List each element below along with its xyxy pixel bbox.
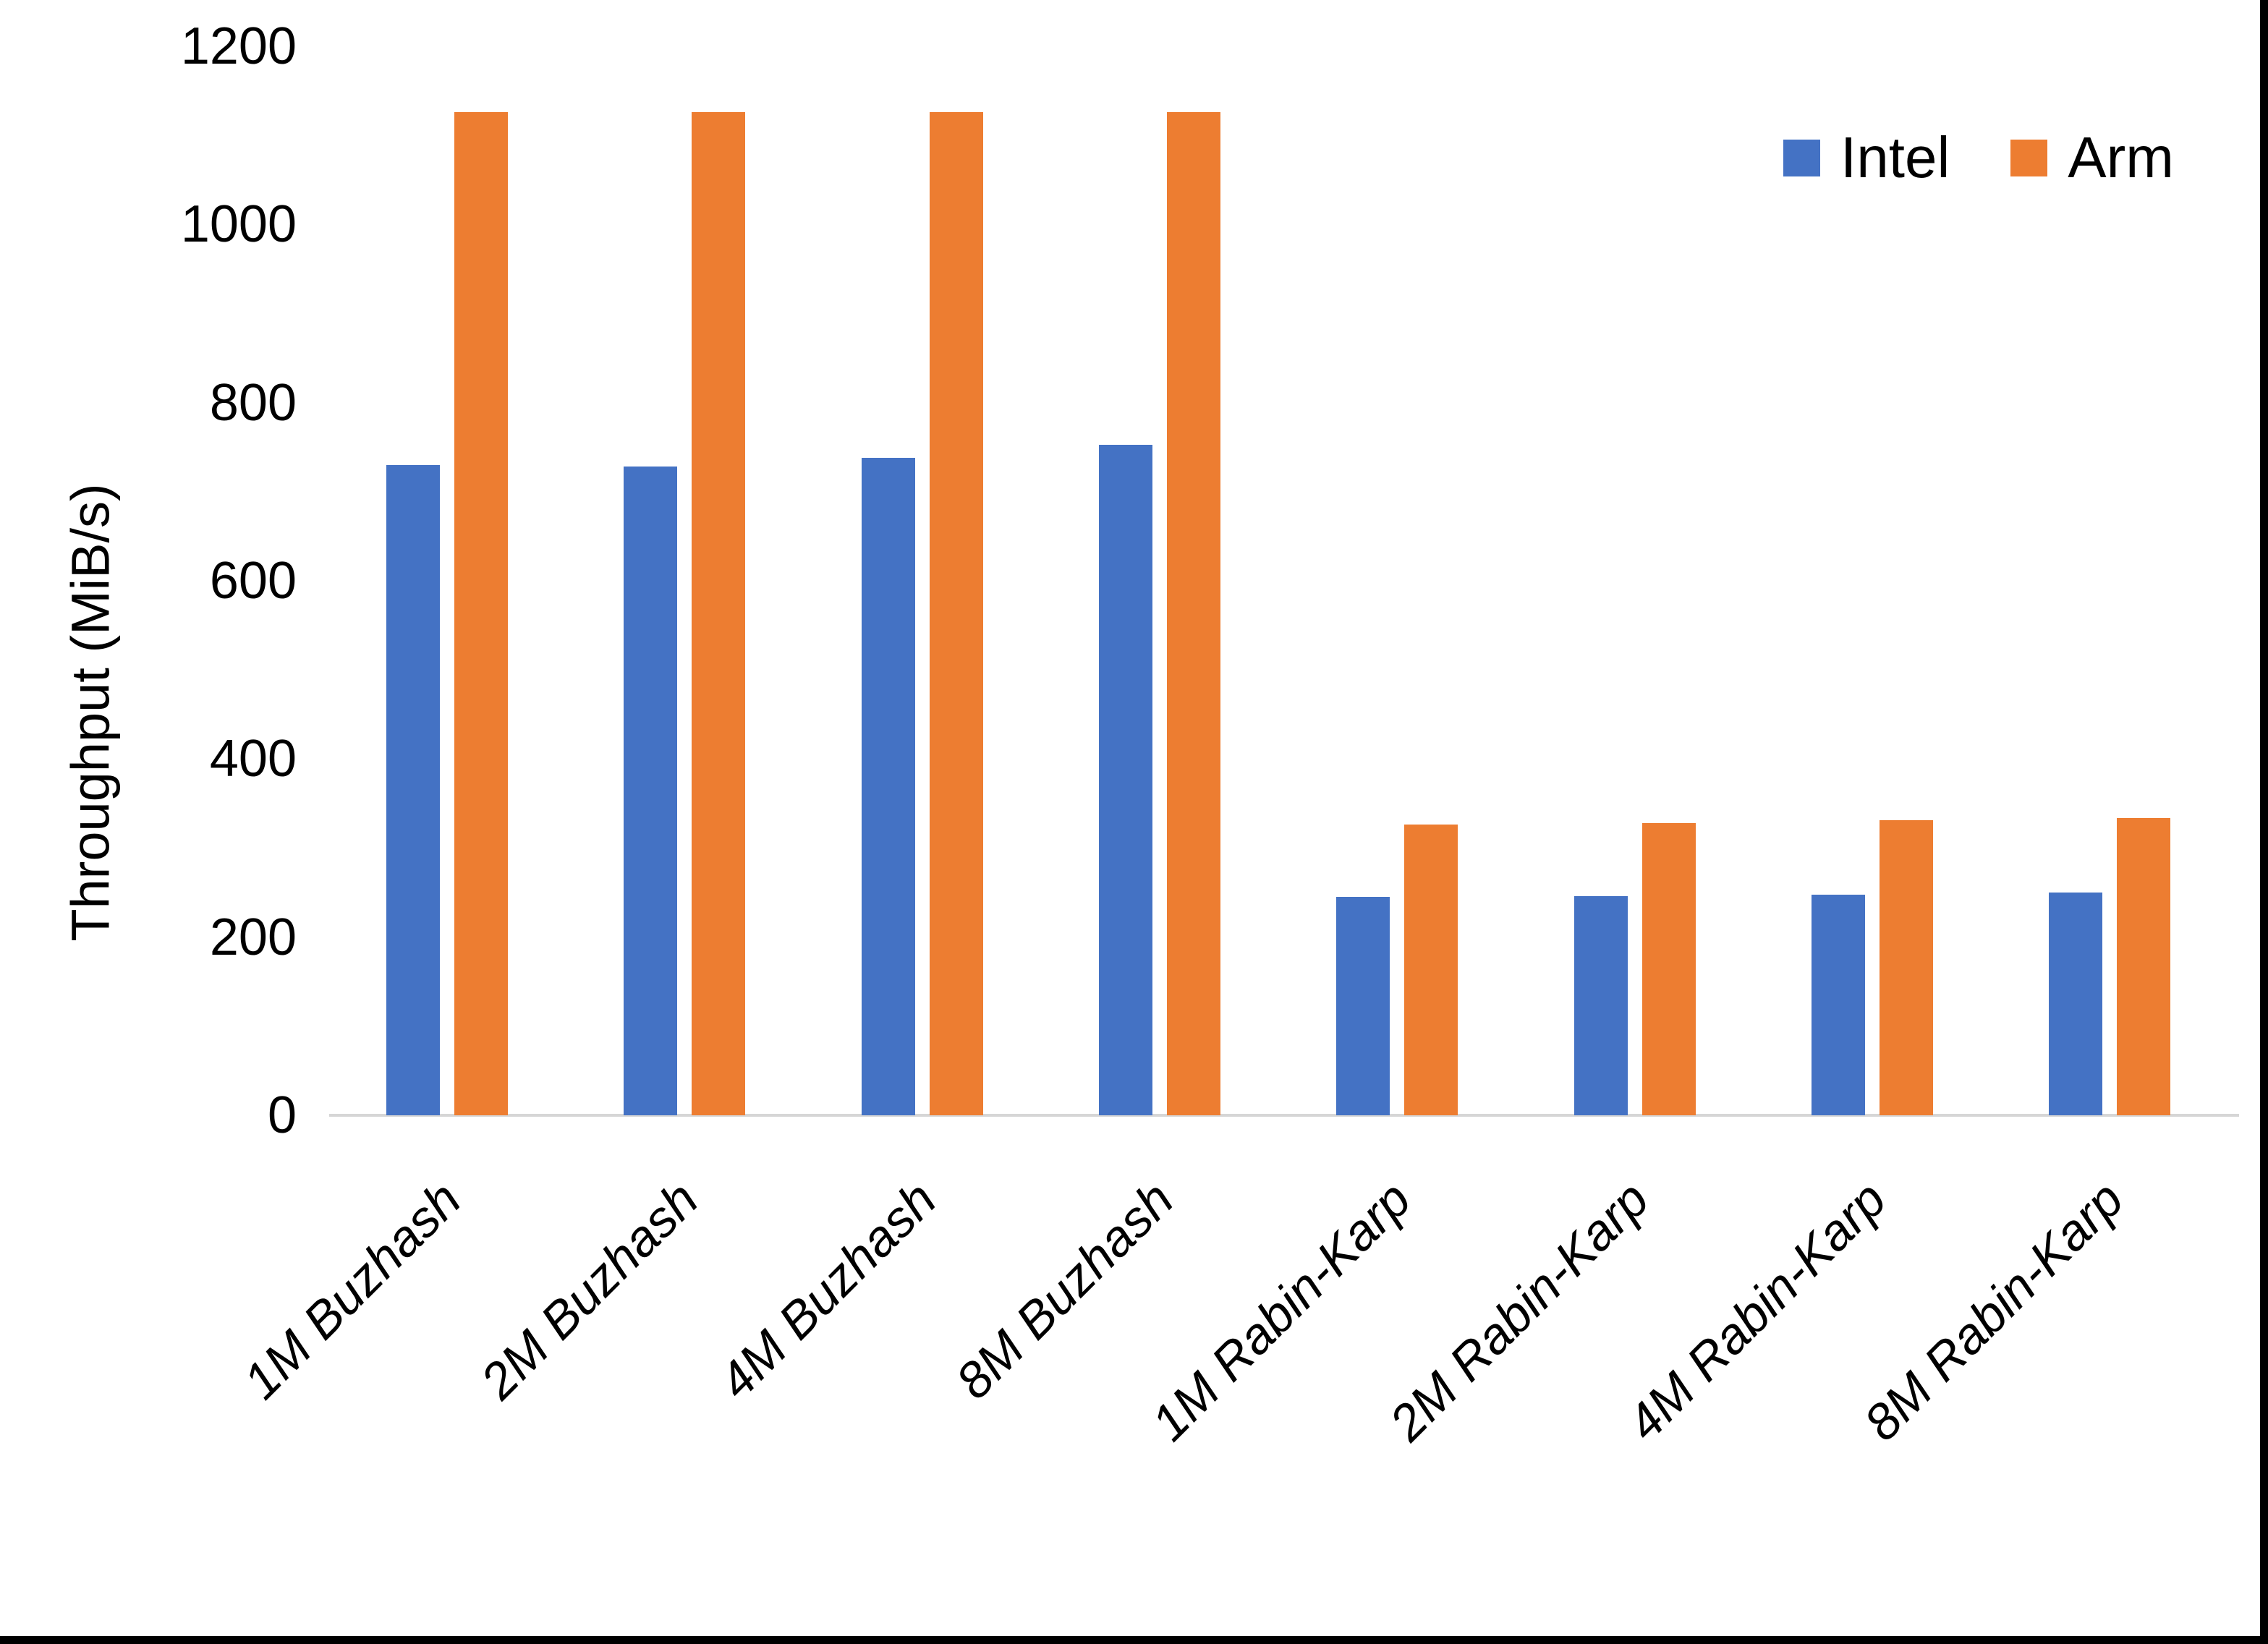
bar-intel-1m-buzhash bbox=[386, 464, 440, 1115]
y-tick-label-400: 400 bbox=[209, 730, 297, 788]
bar-arm-1m-rabin-karp bbox=[1404, 825, 1458, 1115]
bar-arm-4m-rabin-karp bbox=[1879, 820, 1933, 1115]
bar-arm-4m-buzhash bbox=[929, 112, 983, 1115]
y-tick-label-600: 600 bbox=[209, 552, 297, 610]
bar-arm-1m-buzhash bbox=[454, 112, 508, 1115]
bar-arm-2m-rabin-karp bbox=[1641, 823, 1696, 1115]
page-edge-right bbox=[2260, 0, 2268, 1644]
y-tick-label-200: 200 bbox=[209, 908, 297, 966]
y-tick-label-800: 800 bbox=[209, 373, 297, 432]
x-category-label-1m-buzhash: 1M Buzhash bbox=[232, 1170, 472, 1410]
plot-area bbox=[329, 46, 2239, 1117]
y-tick-label-0: 0 bbox=[267, 1086, 297, 1144]
x-axis-line bbox=[329, 1114, 2239, 1117]
legend-swatch-arm bbox=[2010, 139, 2048, 176]
bar-arm-8m-buzhash bbox=[1166, 112, 1220, 1115]
bar-intel-4m-rabin-karp bbox=[1811, 894, 1865, 1115]
bar-intel-8m-buzhash bbox=[1098, 444, 1152, 1115]
legend-label-arm: Arm bbox=[2068, 125, 2174, 189]
bar-arm-8m-rabin-karp bbox=[2117, 817, 2171, 1115]
y-axis-title: Throughput (MiB/s) bbox=[60, 483, 121, 942]
bar-intel-4m-buzhash bbox=[861, 458, 915, 1115]
legend-swatch-intel bbox=[1783, 139, 1820, 176]
y-tick-label-1200: 1200 bbox=[180, 17, 297, 75]
bar-intel-8m-rabin-karp bbox=[2049, 893, 2103, 1115]
legend-label-intel: Intel bbox=[1840, 125, 1950, 189]
bar-intel-1m-rabin-karp bbox=[1336, 897, 1390, 1115]
bar-intel-2m-buzhash bbox=[624, 467, 678, 1115]
y-tick-label-1000: 1000 bbox=[180, 195, 297, 254]
chart-legend: Intel Arm bbox=[1783, 129, 2174, 187]
page-edge-bottom bbox=[0, 1636, 2268, 1644]
bar-arm-2m-buzhash bbox=[692, 112, 746, 1115]
bar-intel-2m-rabin-karp bbox=[1573, 896, 1628, 1115]
